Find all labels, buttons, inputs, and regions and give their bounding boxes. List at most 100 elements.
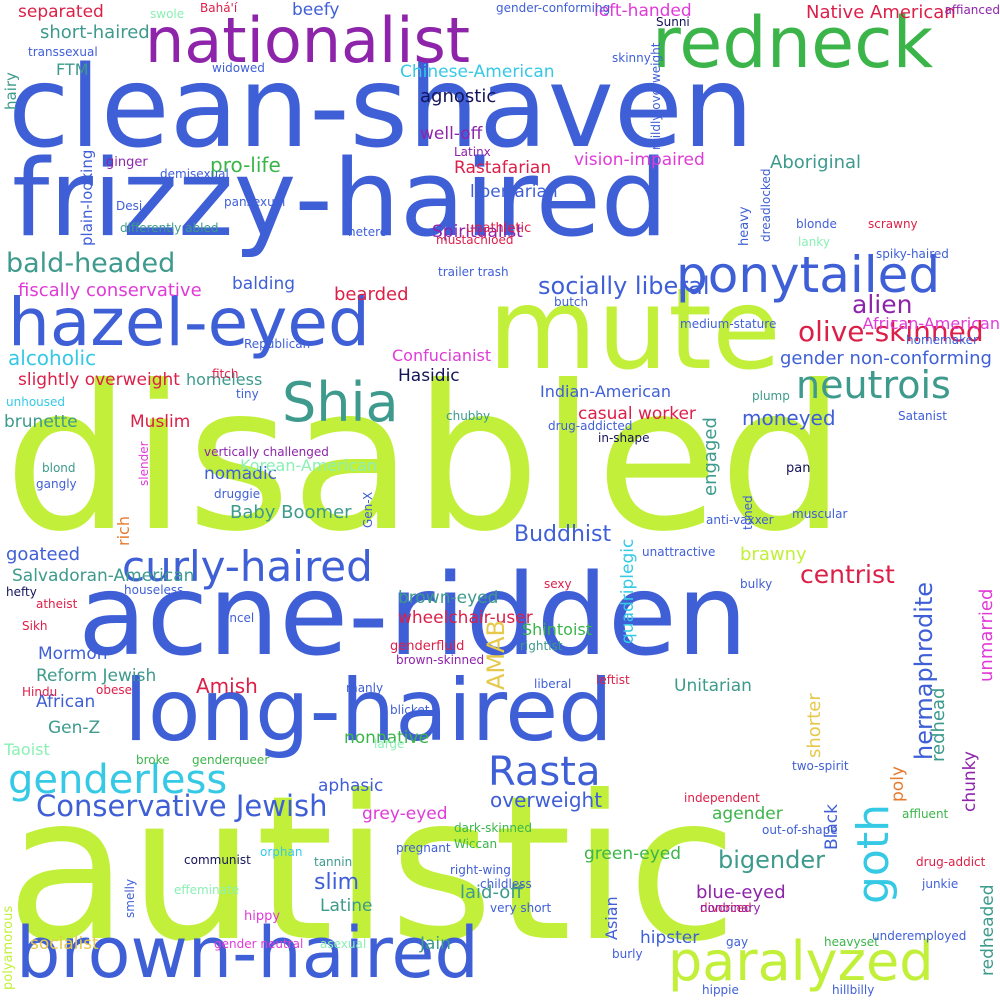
- word-blicket: Gen-X: [361, 491, 375, 528]
- word-hasidic: homeless: [186, 370, 263, 389]
- word-unitarian: Latine: [320, 896, 373, 916]
- word-fiscally-conservative: Spiritualist: [432, 222, 523, 242]
- word-very-short: manly: [346, 681, 384, 695]
- word-nonagenarian: rich: [114, 516, 133, 546]
- word-short-haired: beefy: [292, 0, 340, 20]
- word-affianced: Native American: [806, 2, 956, 23]
- word-engaged: drug-addict: [916, 855, 986, 869]
- word-spiky-haired: mildly overweight: [649, 42, 663, 150]
- word-hippy: broke: [136, 753, 170, 767]
- word-amish: brown-eyed: [398, 588, 499, 608]
- word-aboriginal: vision-impaired: [574, 150, 705, 170]
- word-muslim: brunette: [4, 412, 78, 432]
- word-shintoist: Salvadoran-American: [12, 566, 195, 586]
- word-disabled: disabled: [4, 343, 846, 576]
- word-transsexual: Chinese-American: [400, 62, 555, 82]
- word-long-haired: long-haired: [124, 661, 613, 761]
- word-toned: underemployed: [872, 929, 967, 943]
- word-asian: gender neutral: [214, 937, 304, 951]
- word-chinese-american: socialist: [30, 934, 99, 954]
- word-african: wheelchair-user: [398, 608, 533, 628]
- word-beefy: affianced: [944, 3, 1000, 17]
- word-libertarian: chunky: [960, 751, 980, 812]
- word-socially-liberal: fiscally conservative: [18, 280, 202, 301]
- word-rastafarian: redheaded: [978, 884, 998, 976]
- word-jain: bigender: [718, 846, 825, 874]
- word-gen-z: Shintoist: [522, 620, 592, 639]
- word-casual-worker: Muslim: [130, 412, 191, 432]
- word-mormon: laid-off: [460, 882, 523, 903]
- word-chubby: hetero: [348, 225, 388, 239]
- word-olive-skinned: Conservative Jewish: [36, 789, 328, 823]
- word-gangly: blonde: [796, 217, 837, 231]
- word-korean-american: poly: [888, 766, 908, 802]
- word-baby-boomer: engaged: [700, 417, 721, 496]
- word-large: anti-vaxxer: [706, 513, 774, 527]
- word-hillbilly: dark-skinned: [454, 821, 532, 835]
- word-hippie: affluent: [902, 807, 949, 821]
- word-overweight: African: [36, 692, 96, 712]
- word-satanist: differently abled: [120, 221, 219, 235]
- word-bulky: tiny: [236, 387, 259, 401]
- word-druggie: scrawny: [868, 217, 918, 231]
- word-moneyed: Hasidic: [398, 366, 460, 386]
- word-black: hippy: [244, 909, 281, 924]
- word-obese: gangly: [36, 477, 77, 491]
- word-independent: sexy: [544, 577, 572, 591]
- word-gen-x: heavyset: [824, 935, 879, 949]
- word-autistic: autistic: [6, 753, 738, 986]
- word-african-american: unmarried: [976, 588, 997, 682]
- word-gender-non-conforming: alcoholic: [8, 346, 97, 370]
- word-clean-shaven: clean-shaven: [8, 43, 754, 173]
- word-mildly-overweight: hillbilly: [832, 983, 875, 997]
- word-conservative-jewish: bald-headed: [6, 248, 176, 279]
- word-vertically-challenged: heavy: [737, 206, 752, 246]
- word-agender: nonnative: [344, 728, 430, 748]
- word-bigender: aphasic: [318, 776, 384, 796]
- word-affluent: hefty: [6, 585, 37, 599]
- word-sikh: chubby: [446, 409, 491, 423]
- word-incel: Satanist: [898, 409, 947, 423]
- word-unathletic: Bahá'í: [200, 1, 238, 15]
- word-widowed: Rastafarian: [454, 158, 552, 178]
- word-centrist: alien: [852, 290, 913, 319]
- word-liberal: vertically challenged: [204, 445, 329, 459]
- word-plump: pansexual: [224, 195, 286, 209]
- word-slightly-overweight: gender non-conforming: [780, 348, 992, 369]
- word-wheelchair-user: brawny: [740, 544, 807, 565]
- word-ginger: Indian-American: [540, 382, 671, 401]
- word-native-american: left-handed: [594, 1, 692, 21]
- word-laid-off: agender: [712, 804, 783, 824]
- word-nonbinary: blicket: [390, 703, 430, 717]
- word-gender-neutral: genderqueer: [192, 753, 270, 767]
- word-rasta: neutrois: [796, 363, 951, 407]
- word-indian-american: shorter: [804, 693, 825, 758]
- word-poly: effeminate: [174, 883, 240, 897]
- word-neutrois: goth: [848, 804, 899, 904]
- word-differently-abled: polyamorous: [1, 905, 16, 990]
- word-redhead: pregnant: [396, 841, 451, 855]
- word-hefty: Republican: [244, 337, 311, 351]
- word-trailer-trash: Sunni: [656, 15, 690, 29]
- word-reform-jewish: Jain: [420, 934, 451, 954]
- word-houseless: fitch: [212, 367, 239, 381]
- word-rich: communist: [184, 853, 251, 867]
- word-in-shape: trailer trash: [438, 265, 509, 279]
- word-mute: mute: [488, 265, 781, 395]
- word-divorced: Hindu: [22, 685, 58, 699]
- word-pro-life: well-off: [420, 124, 483, 144]
- word-out-of-shape: unattractive: [642, 545, 716, 559]
- word-curly-haired: curly-haired: [122, 542, 373, 591]
- word-well-off: agnostic: [420, 86, 497, 107]
- word-green-eyed: overweight: [490, 788, 603, 812]
- word-blonde: transsexual: [28, 45, 98, 59]
- word-sunni: FTM: [56, 60, 89, 79]
- word-chunky: junkie: [922, 877, 959, 891]
- word-mustachioed: gender-conforming: [496, 1, 611, 15]
- word-taoist: Unitarian: [674, 676, 752, 696]
- word-confucianist: redhead: [928, 687, 949, 762]
- word-effeminate: liberal: [534, 677, 572, 691]
- word-scrawny: widowed: [212, 61, 265, 75]
- word-fitch: demisexual: [160, 167, 229, 181]
